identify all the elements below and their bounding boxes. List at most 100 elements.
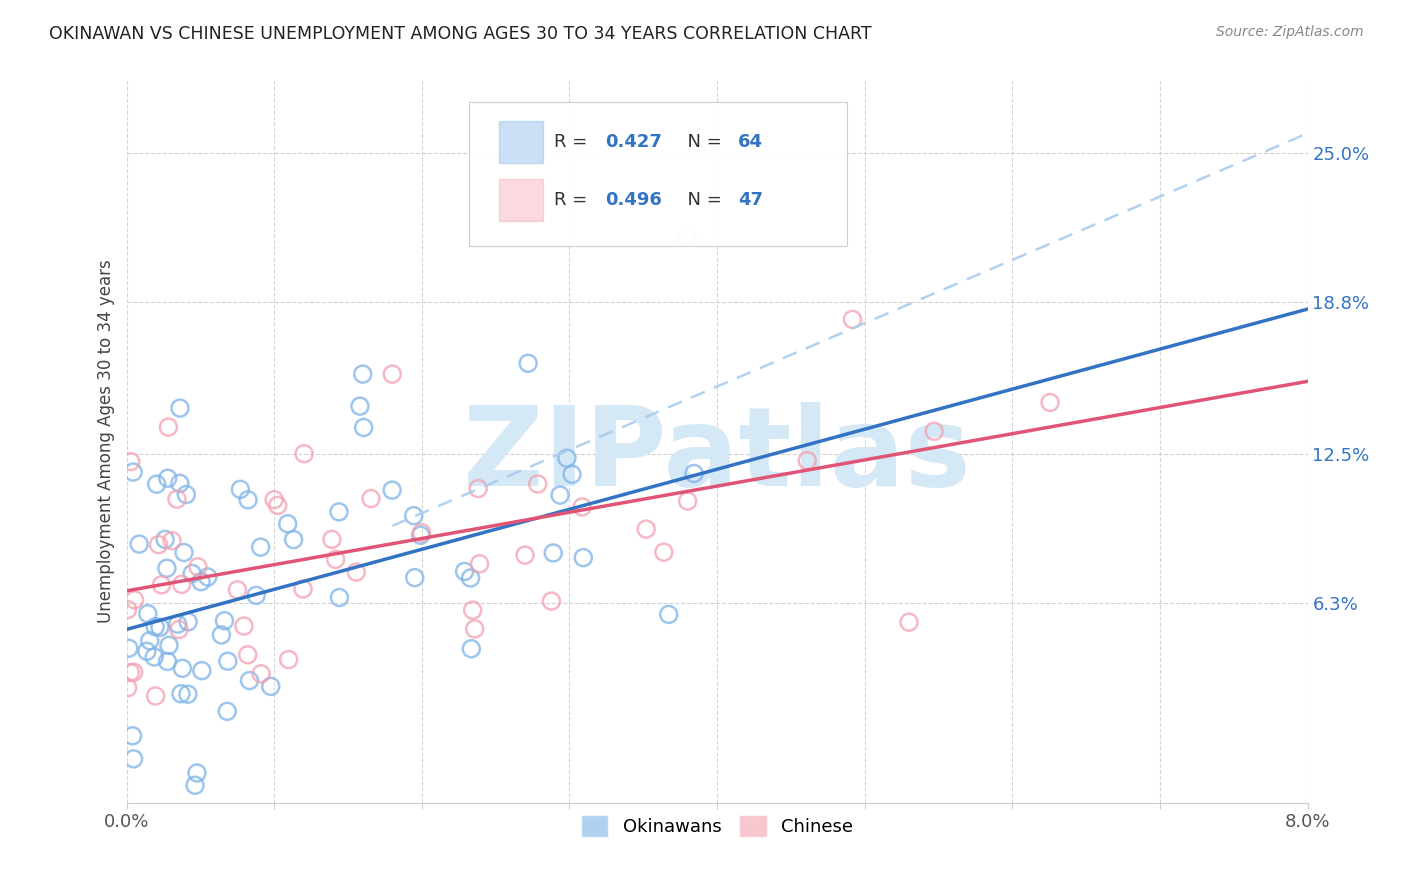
Point [652,545,675,559]
Point [540,594,562,608]
Point [136,607,159,621]
Point [263,492,285,507]
Point [236,648,259,662]
Point [166,617,188,632]
Point [572,550,595,565]
Point [245,588,267,602]
Text: 0.496: 0.496 [605,191,662,210]
Point [325,552,347,566]
Point [841,312,863,326]
Point [402,508,425,523]
Point [561,467,583,482]
Point [173,545,195,559]
Point [157,420,180,434]
Point [118,641,141,656]
Point [184,778,207,792]
Text: R =: R = [554,191,593,210]
Point [138,633,160,648]
Point [153,533,176,547]
Point [149,620,172,634]
Point [128,537,150,551]
Point [328,591,350,605]
Point [461,603,484,617]
Point [166,492,188,507]
Point [571,500,593,514]
Point [517,356,540,370]
Point [169,476,191,491]
Point [636,522,658,536]
Point [214,614,236,628]
Point [238,673,260,688]
Point [167,623,190,637]
Point [124,592,146,607]
Text: 64: 64 [738,134,763,152]
Point [186,766,208,780]
Point [229,483,252,497]
Point [352,367,374,381]
Point [541,546,564,560]
Point [176,487,198,501]
Point [283,533,305,547]
Point [217,704,239,718]
Point [683,467,706,481]
Point [277,652,299,666]
Text: Source: ZipAtlas.com: Source: ZipAtlas.com [1216,25,1364,39]
Point [409,528,432,542]
Point [676,494,699,508]
Point [676,230,699,244]
Point [169,401,191,415]
Point [121,729,143,743]
Point [796,453,818,467]
Point [464,622,486,636]
Point [150,578,173,592]
Point [191,664,214,678]
Point [217,654,239,668]
Point [1039,395,1062,409]
Point [197,570,219,584]
Point [226,582,249,597]
Point [526,477,548,491]
Point [292,447,315,461]
Point [460,641,482,656]
Legend: Okinawans, Chinese: Okinawans, Chinese [574,808,860,845]
Point [249,540,271,554]
Point [236,492,259,507]
Point [548,488,571,502]
Point [148,538,170,552]
Text: R =: R = [554,134,593,152]
Point [122,465,145,479]
Point [404,571,426,585]
Point [468,557,491,571]
FancyBboxPatch shape [499,179,544,221]
Point [135,644,157,658]
Point [120,665,142,680]
Point [344,565,367,579]
Point [381,483,404,497]
Point [555,451,578,466]
Point [267,499,290,513]
Point [209,628,232,642]
Point [453,565,475,579]
FancyBboxPatch shape [470,102,846,246]
Point [513,548,536,562]
Point [232,619,254,633]
Point [177,687,200,701]
Point [658,607,681,622]
Text: N =: N = [676,134,727,152]
Point [177,615,200,629]
Point [156,471,179,485]
Point [381,367,404,381]
Point [157,638,180,652]
Point [349,399,371,413]
Point [156,655,179,669]
Text: OKINAWAN VS CHINESE UNEMPLOYMENT AMONG AGES 30 TO 34 YEARS CORRELATION CHART: OKINAWAN VS CHINESE UNEMPLOYMENT AMONG A… [49,25,872,43]
Point [170,577,193,591]
Point [260,679,283,693]
Y-axis label: Unemployment Among Ages 30 to 34 years: Unemployment Among Ages 30 to 34 years [97,260,115,624]
Point [122,665,145,680]
Point [187,559,209,574]
Point [360,491,382,506]
Point [353,420,375,434]
Point [120,454,142,468]
Point [156,561,179,575]
